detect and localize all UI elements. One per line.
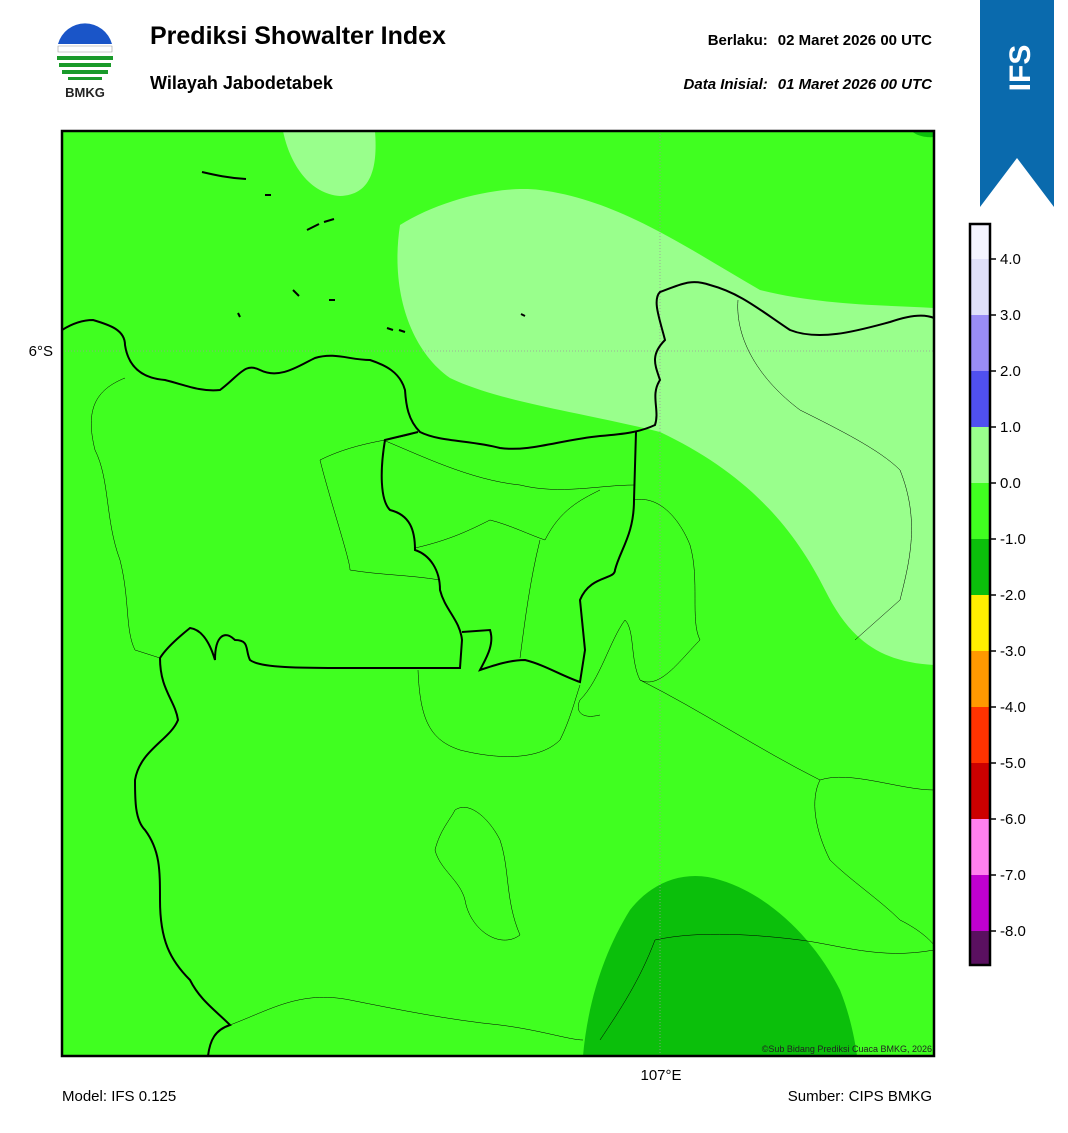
coastline: [62, 171, 934, 450]
init-value: 01 Maret 2026 00 UTC: [778, 76, 933, 93]
colorbar-tick-label: 0.0: [1000, 475, 1021, 492]
colorbar-tick-label: 3.0: [1000, 307, 1021, 324]
footer-source: Sumber: CIPS BMKG: [788, 1088, 932, 1105]
colorbar-segment: [970, 539, 990, 595]
field-level-1: [397, 189, 934, 665]
field-level-neg1: [912, 131, 934, 138]
colorbar-segment: [970, 259, 990, 315]
logo: BMKG: [57, 23, 113, 100]
badge: [980, 0, 1054, 207]
map: ©Sub Bidang Prediksi Cuaca BMKG, 2026: [62, 131, 934, 1056]
init-time: Data Inisial: 01 Maret 2026 00 UTC: [684, 76, 934, 93]
valid-label: Berlaku:: [708, 32, 768, 49]
province-borders: [133, 431, 637, 1056]
badge-text: IFS: [1004, 45, 1037, 92]
colorbar: 4.0 3.0 2.0 1.0 0.0 -1.0 -2.0 -3.0 -4.0 -5.0 -6.0 -…: [968, 222, 1026, 967]
footer-model: Model: IFS 0.125: [62, 1088, 176, 1105]
colorbar-tick-label: -3.0: [1000, 643, 1026, 660]
lat-label: 6°S: [29, 343, 53, 360]
field-level-neg1: [583, 875, 857, 1056]
colorbar-segment: [970, 875, 990, 931]
colorbar-tick-label: -1.0: [1000, 531, 1026, 548]
colorbar-segment: [970, 224, 990, 259]
colorbar-tick-label: -6.0: [1000, 811, 1026, 828]
colorbar-segment: [970, 931, 990, 965]
colorbar-segment: [970, 707, 990, 763]
subtitle: Wilayah Jabodetabek: [150, 73, 334, 93]
colorbar-tick-label: -4.0: [1000, 699, 1026, 716]
colorbar-tick-label: 1.0: [1000, 419, 1021, 436]
valid-time: Berlaku: 02 Maret 2026 00 UTC: [708, 32, 932, 49]
colorbar-tick-label: 4.0: [1000, 251, 1021, 268]
colorbar-segment: [970, 651, 990, 707]
colorbar-tick-label: 2.0: [1000, 363, 1021, 380]
colorbar-tick-label: -2.0: [1000, 587, 1026, 604]
colorbar-tick-label: -7.0: [1000, 867, 1026, 884]
map-frame: [60, 129, 936, 1058]
colorbar-segment: [970, 819, 990, 875]
colorbar-segment: [970, 483, 990, 539]
field-level-1: [283, 131, 376, 196]
valid-value: 02 Maret 2026 00 UTC: [778, 32, 932, 49]
colorbar-segment: [970, 427, 990, 483]
lon-label: 107°E: [640, 1067, 681, 1084]
colorbar-segment: [970, 315, 990, 371]
colorbar-tick-label: -5.0: [1000, 755, 1026, 772]
logo-text: BMKG: [65, 85, 105, 100]
colorbar-tick-label: -8.0: [1000, 923, 1026, 940]
title: Prediksi Showalter Index: [150, 22, 446, 50]
credit: ©Sub Bidang Prediksi Cuaca BMKG, 2026: [762, 1044, 932, 1054]
colorbar-segment: [970, 595, 990, 651]
colorbar-segment: [970, 371, 990, 427]
init-label: Data Inisial:: [684, 76, 768, 93]
colorbar-segment: [970, 763, 990, 819]
